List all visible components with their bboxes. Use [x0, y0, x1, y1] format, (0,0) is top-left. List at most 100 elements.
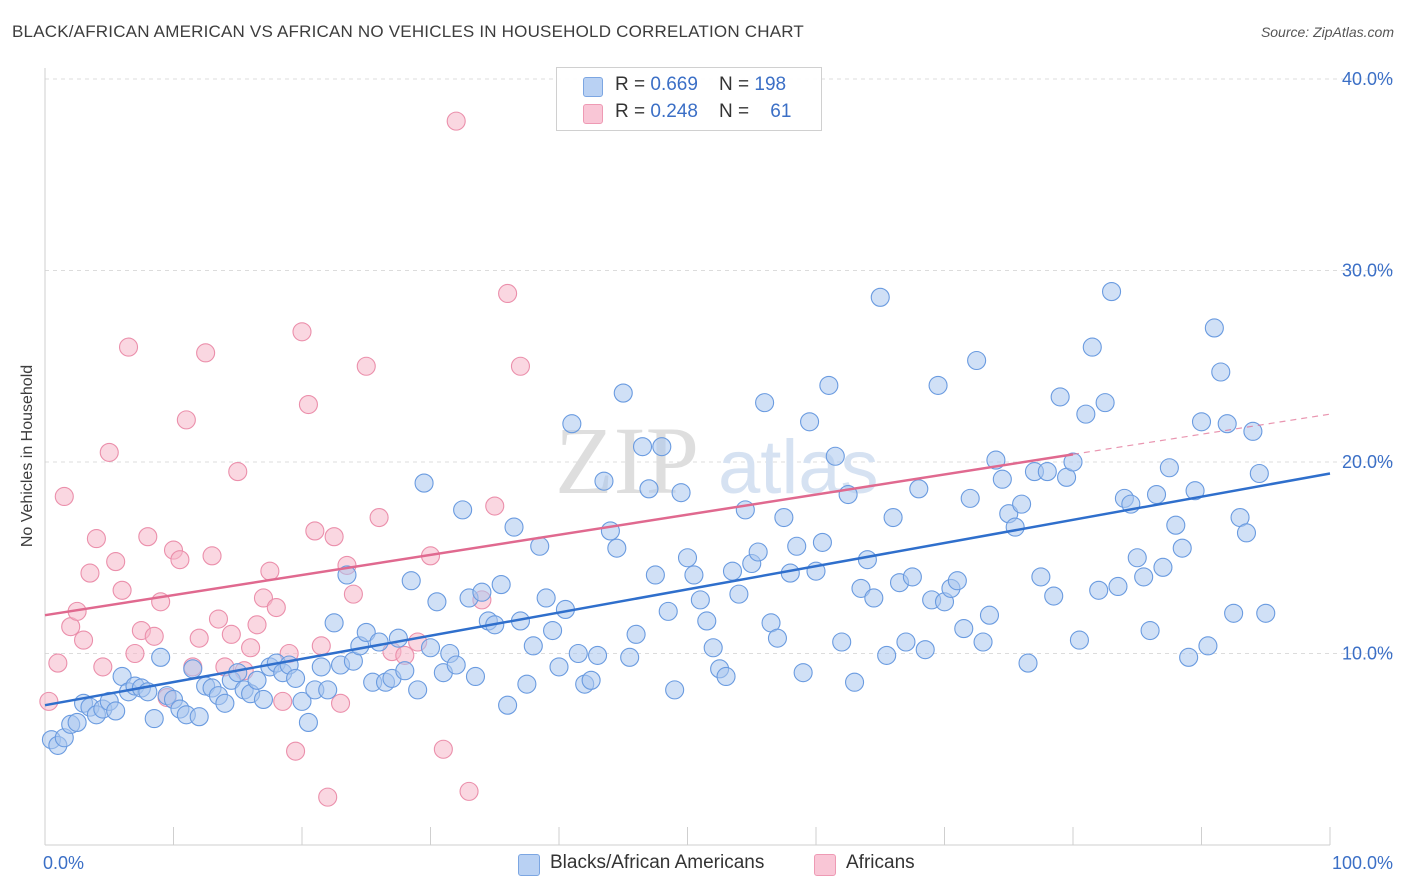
regression-line-africans	[44, 453, 1074, 617]
data-point	[947, 571, 967, 591]
data-point	[549, 657, 569, 677]
data-point	[221, 624, 241, 644]
data-point	[247, 670, 267, 690]
data-point	[144, 709, 164, 729]
data-point	[48, 653, 68, 673]
data-point	[151, 647, 171, 667]
data-point	[183, 659, 203, 679]
data-point	[292, 691, 312, 711]
data-point	[93, 657, 113, 677]
data-point	[1037, 462, 1057, 482]
data-point	[832, 632, 852, 652]
data-point	[485, 496, 505, 516]
data-point	[992, 469, 1012, 489]
data-point	[716, 666, 736, 687]
data-point	[292, 322, 312, 342]
legend-swatch-blue	[583, 77, 603, 97]
data-point	[967, 350, 987, 371]
data-point	[80, 563, 100, 583]
data-point	[587, 645, 608, 665]
y-tick-label: 10.0%	[1342, 644, 1393, 664]
data-point	[414, 473, 434, 493]
regression-lines	[44, 413, 1331, 707]
data-point	[665, 680, 685, 700]
data-point	[106, 552, 126, 572]
legend-swatch-pink	[583, 104, 603, 124]
data-point	[1166, 515, 1186, 535]
data-point	[343, 584, 363, 604]
data-point	[356, 356, 376, 376]
data-point	[626, 624, 646, 644]
data-point	[74, 630, 94, 650]
data-point	[106, 701, 126, 721]
data-point	[504, 517, 524, 537]
y-axis-label: No Vehicles in Household	[19, 364, 36, 548]
data-point	[202, 546, 222, 566]
data-point	[928, 375, 948, 395]
data-point	[960, 488, 980, 508]
data-point	[800, 412, 820, 432]
data-point	[1134, 567, 1154, 587]
data-point	[1224, 603, 1244, 623]
data-point	[1005, 517, 1025, 537]
data-point	[112, 580, 132, 600]
data-point	[870, 287, 890, 307]
data-point	[253, 689, 274, 710]
x-tick-label: 100.0%	[1332, 853, 1393, 873]
bottom-legend-blacks: Blacks/African Americans	[518, 852, 798, 876]
data-point	[1153, 557, 1173, 577]
y-tick-label: 40.0%	[1342, 69, 1393, 89]
data-point	[324, 527, 344, 547]
data-point	[1095, 393, 1115, 413]
data-point	[543, 620, 563, 641]
data-point	[979, 605, 1000, 625]
data-point	[902, 567, 922, 587]
data-point	[658, 601, 678, 621]
data-point	[523, 636, 543, 656]
data-point	[388, 628, 408, 648]
data-point	[755, 393, 775, 413]
data-point	[433, 739, 453, 759]
data-point	[915, 640, 935, 660]
legend-r-value: 0.669	[650, 74, 698, 95]
data-point	[877, 645, 897, 665]
bottom-legend-africans: Africans	[814, 852, 954, 876]
data-point	[369, 507, 389, 528]
data-point	[273, 691, 293, 711]
data-point	[1031, 567, 1051, 587]
data-point	[1127, 548, 1147, 568]
data-point	[54, 486, 74, 507]
data-point	[189, 707, 209, 727]
data-point	[1012, 494, 1032, 514]
data-point	[581, 670, 601, 690]
data-point	[517, 674, 537, 694]
data-point	[671, 483, 691, 503]
data-point	[1089, 580, 1109, 600]
data-point	[215, 693, 235, 713]
data-point	[909, 479, 929, 499]
data-point	[748, 542, 768, 562]
data-point	[632, 437, 653, 457]
data-point	[401, 571, 421, 591]
data-point	[196, 343, 216, 363]
data-point	[844, 672, 865, 692]
data-point	[774, 507, 794, 528]
data-point	[594, 471, 614, 491]
legend-r-label: R =	[615, 74, 651, 95]
legend-n-label: N =	[719, 74, 755, 95]
data-point	[298, 394, 318, 415]
data-point	[491, 575, 511, 595]
data-point	[298, 712, 318, 732]
data-point	[864, 588, 884, 608]
tick-labels: 10.0% 20.0% 30.0% 40.0% 0.0% 100.0%	[43, 69, 1393, 873]
data-point	[446, 111, 466, 131]
regression-line-blacks	[44, 472, 1331, 707]
data-point	[498, 695, 518, 715]
data-point	[465, 666, 486, 687]
data-point	[793, 663, 813, 683]
data-point	[1204, 318, 1224, 338]
data-point	[562, 414, 582, 434]
data-point	[318, 680, 338, 700]
data-point	[337, 565, 357, 585]
data-point	[395, 661, 415, 681]
